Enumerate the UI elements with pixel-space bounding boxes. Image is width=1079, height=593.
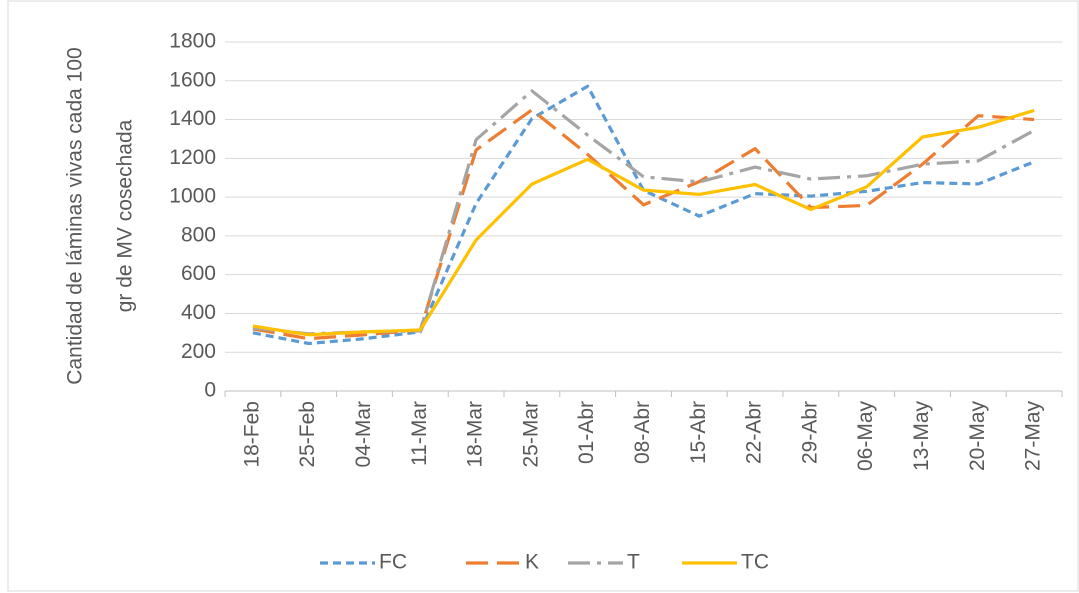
y-tick-label: 1200 [169,146,216,169]
series-line [252,84,1035,346]
legend-label: T [627,551,640,574]
y-tick-label: 200 [181,340,216,363]
x-tick-label: 27-May [1022,401,1045,472]
x-tick-label: 20-May [966,401,989,472]
x-tick-label: 25-Feb [296,401,319,468]
legend-label: K [525,551,539,574]
y-tick-label: 1600 [169,68,216,91]
x-tick-label: 18-Feb [240,401,263,468]
x-tick-label: 18-Mar [464,401,487,468]
y-tick-label: 0 [204,379,216,402]
x-tick-label: 11-Mar [408,401,431,466]
y-tick-label: 1400 [169,107,216,130]
legend-label: FC [379,551,407,574]
y-tick-label: 400 [181,301,216,324]
x-tick-label: 08-Abr [631,401,654,464]
series-line [252,108,1035,337]
series-line [252,108,1035,341]
y-tick-label: 1800 [169,30,216,53]
x-tick-label: 04-Mar [352,401,375,468]
y-axis-title-line: Cantidad de láminas vivas cada 100 [64,47,87,384]
x-tick-label: 25-Mar [519,401,542,468]
x-tick-label: 22-Abr [743,401,766,464]
y-axis-title: Cantidad de láminas vivas cada 100 gr de… [64,47,137,384]
x-tick-label: 15-Abr [687,401,710,464]
x-tick-label: 29-Abr [798,401,821,464]
y-tick-label: 800 [181,223,216,246]
y-tick-label: 600 [181,262,216,285]
x-tick-label: 06-May [854,401,877,472]
y-axis-title-line: gr de MV cosechada [114,119,137,312]
x-tick-label: 13-May [910,401,933,472]
y-tick-label: 1000 [169,185,216,208]
legend-label: TC [741,551,769,574]
x-tick-label: 01-Abr [575,401,598,464]
